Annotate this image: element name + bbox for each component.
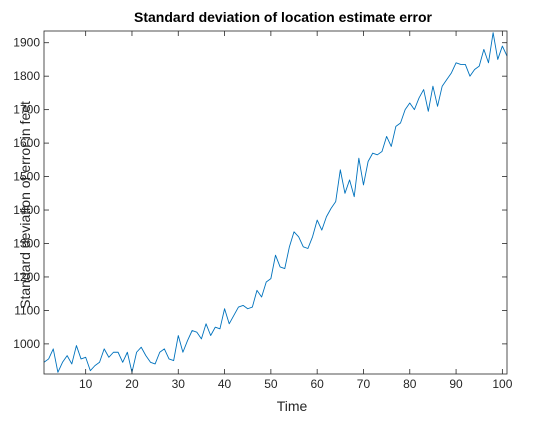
chart-title: Standard deviation of location estimate … bbox=[134, 9, 433, 25]
x-tick-label: 100 bbox=[492, 377, 512, 391]
x-tick-label: 40 bbox=[218, 377, 232, 391]
x-tick-label: 60 bbox=[310, 377, 324, 391]
y-tick-label: 1700 bbox=[13, 103, 40, 117]
y-axis-label: Standard deviation of error in feet bbox=[17, 101, 33, 309]
y-tick-label: 1200 bbox=[13, 270, 40, 284]
series-line-0 bbox=[43, 32, 508, 373]
x-tick-label: 20 bbox=[125, 377, 139, 391]
x-tick-label: 30 bbox=[172, 377, 186, 391]
x-tick-label: 90 bbox=[449, 377, 463, 391]
y-tick-label: 1400 bbox=[13, 203, 40, 217]
y-tick-label: 1900 bbox=[13, 36, 40, 50]
plot-box bbox=[43, 30, 508, 375]
y-tick-label: 1100 bbox=[14, 303, 40, 317]
y-tick-label: 1600 bbox=[13, 136, 40, 150]
x-tick-label: 80 bbox=[403, 377, 417, 391]
x-tick-label: 70 bbox=[357, 377, 371, 391]
y-axis: 1000 1100 1200 1300 1400 1500 1600 1700 1800 1900 bbox=[13, 36, 507, 351]
data-layer bbox=[43, 32, 508, 373]
y-tick-label: 1000 bbox=[13, 337, 40, 351]
x-axis: 10 20 30 40 50 60 70 80 90 100 bbox=[79, 31, 513, 391]
plot-area bbox=[44, 31, 507, 374]
x-axis-label: Time bbox=[277, 398, 308, 414]
y-tick-label: 1500 bbox=[13, 170, 40, 184]
y-tick-label: 1300 bbox=[13, 236, 40, 250]
x-tick-label: 50 bbox=[264, 377, 278, 391]
y-tick-label: 1800 bbox=[13, 69, 40, 83]
x-tick-label: 10 bbox=[79, 377, 93, 391]
